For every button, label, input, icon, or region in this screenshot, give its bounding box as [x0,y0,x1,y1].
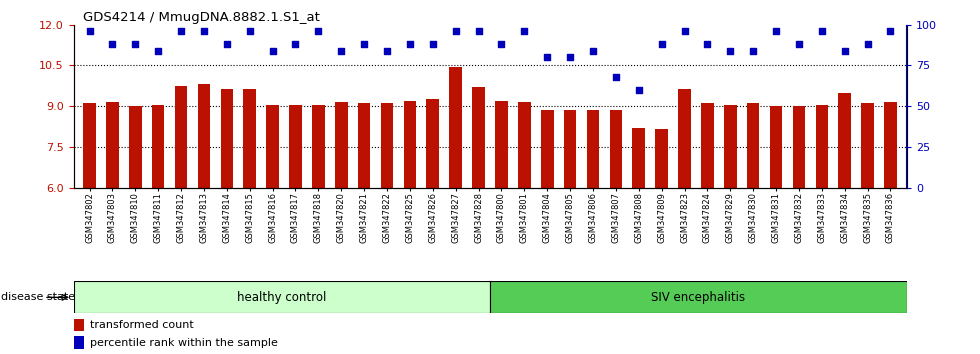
Text: transformed count: transformed count [90,320,194,330]
Text: SIV encephalitis: SIV encephalitis [651,291,746,304]
Point [700,41,715,47]
Bar [701,103,713,188]
Point [127,41,143,47]
Point [722,48,738,54]
Bar [815,105,828,188]
Bar [198,85,211,188]
Point [883,28,899,34]
Bar [289,105,302,188]
Point [791,41,807,47]
Bar [724,105,737,188]
Text: GDS4214 / MmugDNA.8882.1.S1_at: GDS4214 / MmugDNA.8882.1.S1_at [83,11,320,24]
Point [379,48,395,54]
Point [494,41,510,47]
Bar [404,101,416,188]
Point [563,55,578,60]
Bar [632,128,645,188]
Point [676,28,692,34]
Bar [106,102,119,188]
Bar [884,102,897,188]
Bar [587,110,600,188]
Bar [129,106,141,188]
Point [746,48,761,54]
Text: disease state: disease state [1,292,75,302]
Point [516,28,532,34]
Bar [243,88,256,188]
Point [539,55,555,60]
Point [585,48,601,54]
Bar [450,67,462,188]
Point [173,28,189,34]
Point [219,41,234,47]
Bar [610,110,622,188]
Point [402,41,417,47]
Bar [380,103,393,188]
Point [837,48,853,54]
Point [288,41,304,47]
Bar [74,336,84,349]
Bar [358,103,370,188]
Bar [335,102,348,188]
Point [357,41,372,47]
Point [311,28,326,34]
Bar [174,86,187,188]
Bar [495,101,508,188]
Bar [769,106,782,188]
Point [196,28,212,34]
Bar [472,87,485,188]
Bar [74,319,84,331]
Point [654,41,669,47]
Point [814,28,830,34]
Text: percentile rank within the sample: percentile rank within the sample [90,338,278,348]
Bar [678,88,691,188]
Bar [220,88,233,188]
Bar [839,93,851,188]
Point [631,87,647,93]
Text: healthy control: healthy control [237,291,326,304]
Bar [426,99,439,188]
Bar [541,110,554,188]
Bar [83,103,96,188]
Point [333,48,349,54]
Point [265,48,280,54]
Bar [74,281,490,313]
Bar [747,103,760,188]
Point [81,28,97,34]
Bar [490,281,906,313]
Bar [518,102,530,188]
Bar [152,105,165,188]
Bar [564,110,576,188]
Point [242,28,258,34]
Point [859,41,875,47]
Point [105,41,121,47]
Point [768,28,784,34]
Point [608,74,623,80]
Point [425,41,441,47]
Bar [656,129,668,188]
Point [150,48,166,54]
Bar [312,105,324,188]
Point [448,28,464,34]
Bar [267,105,279,188]
Bar [793,106,806,188]
Bar [861,103,874,188]
Point [470,28,486,34]
